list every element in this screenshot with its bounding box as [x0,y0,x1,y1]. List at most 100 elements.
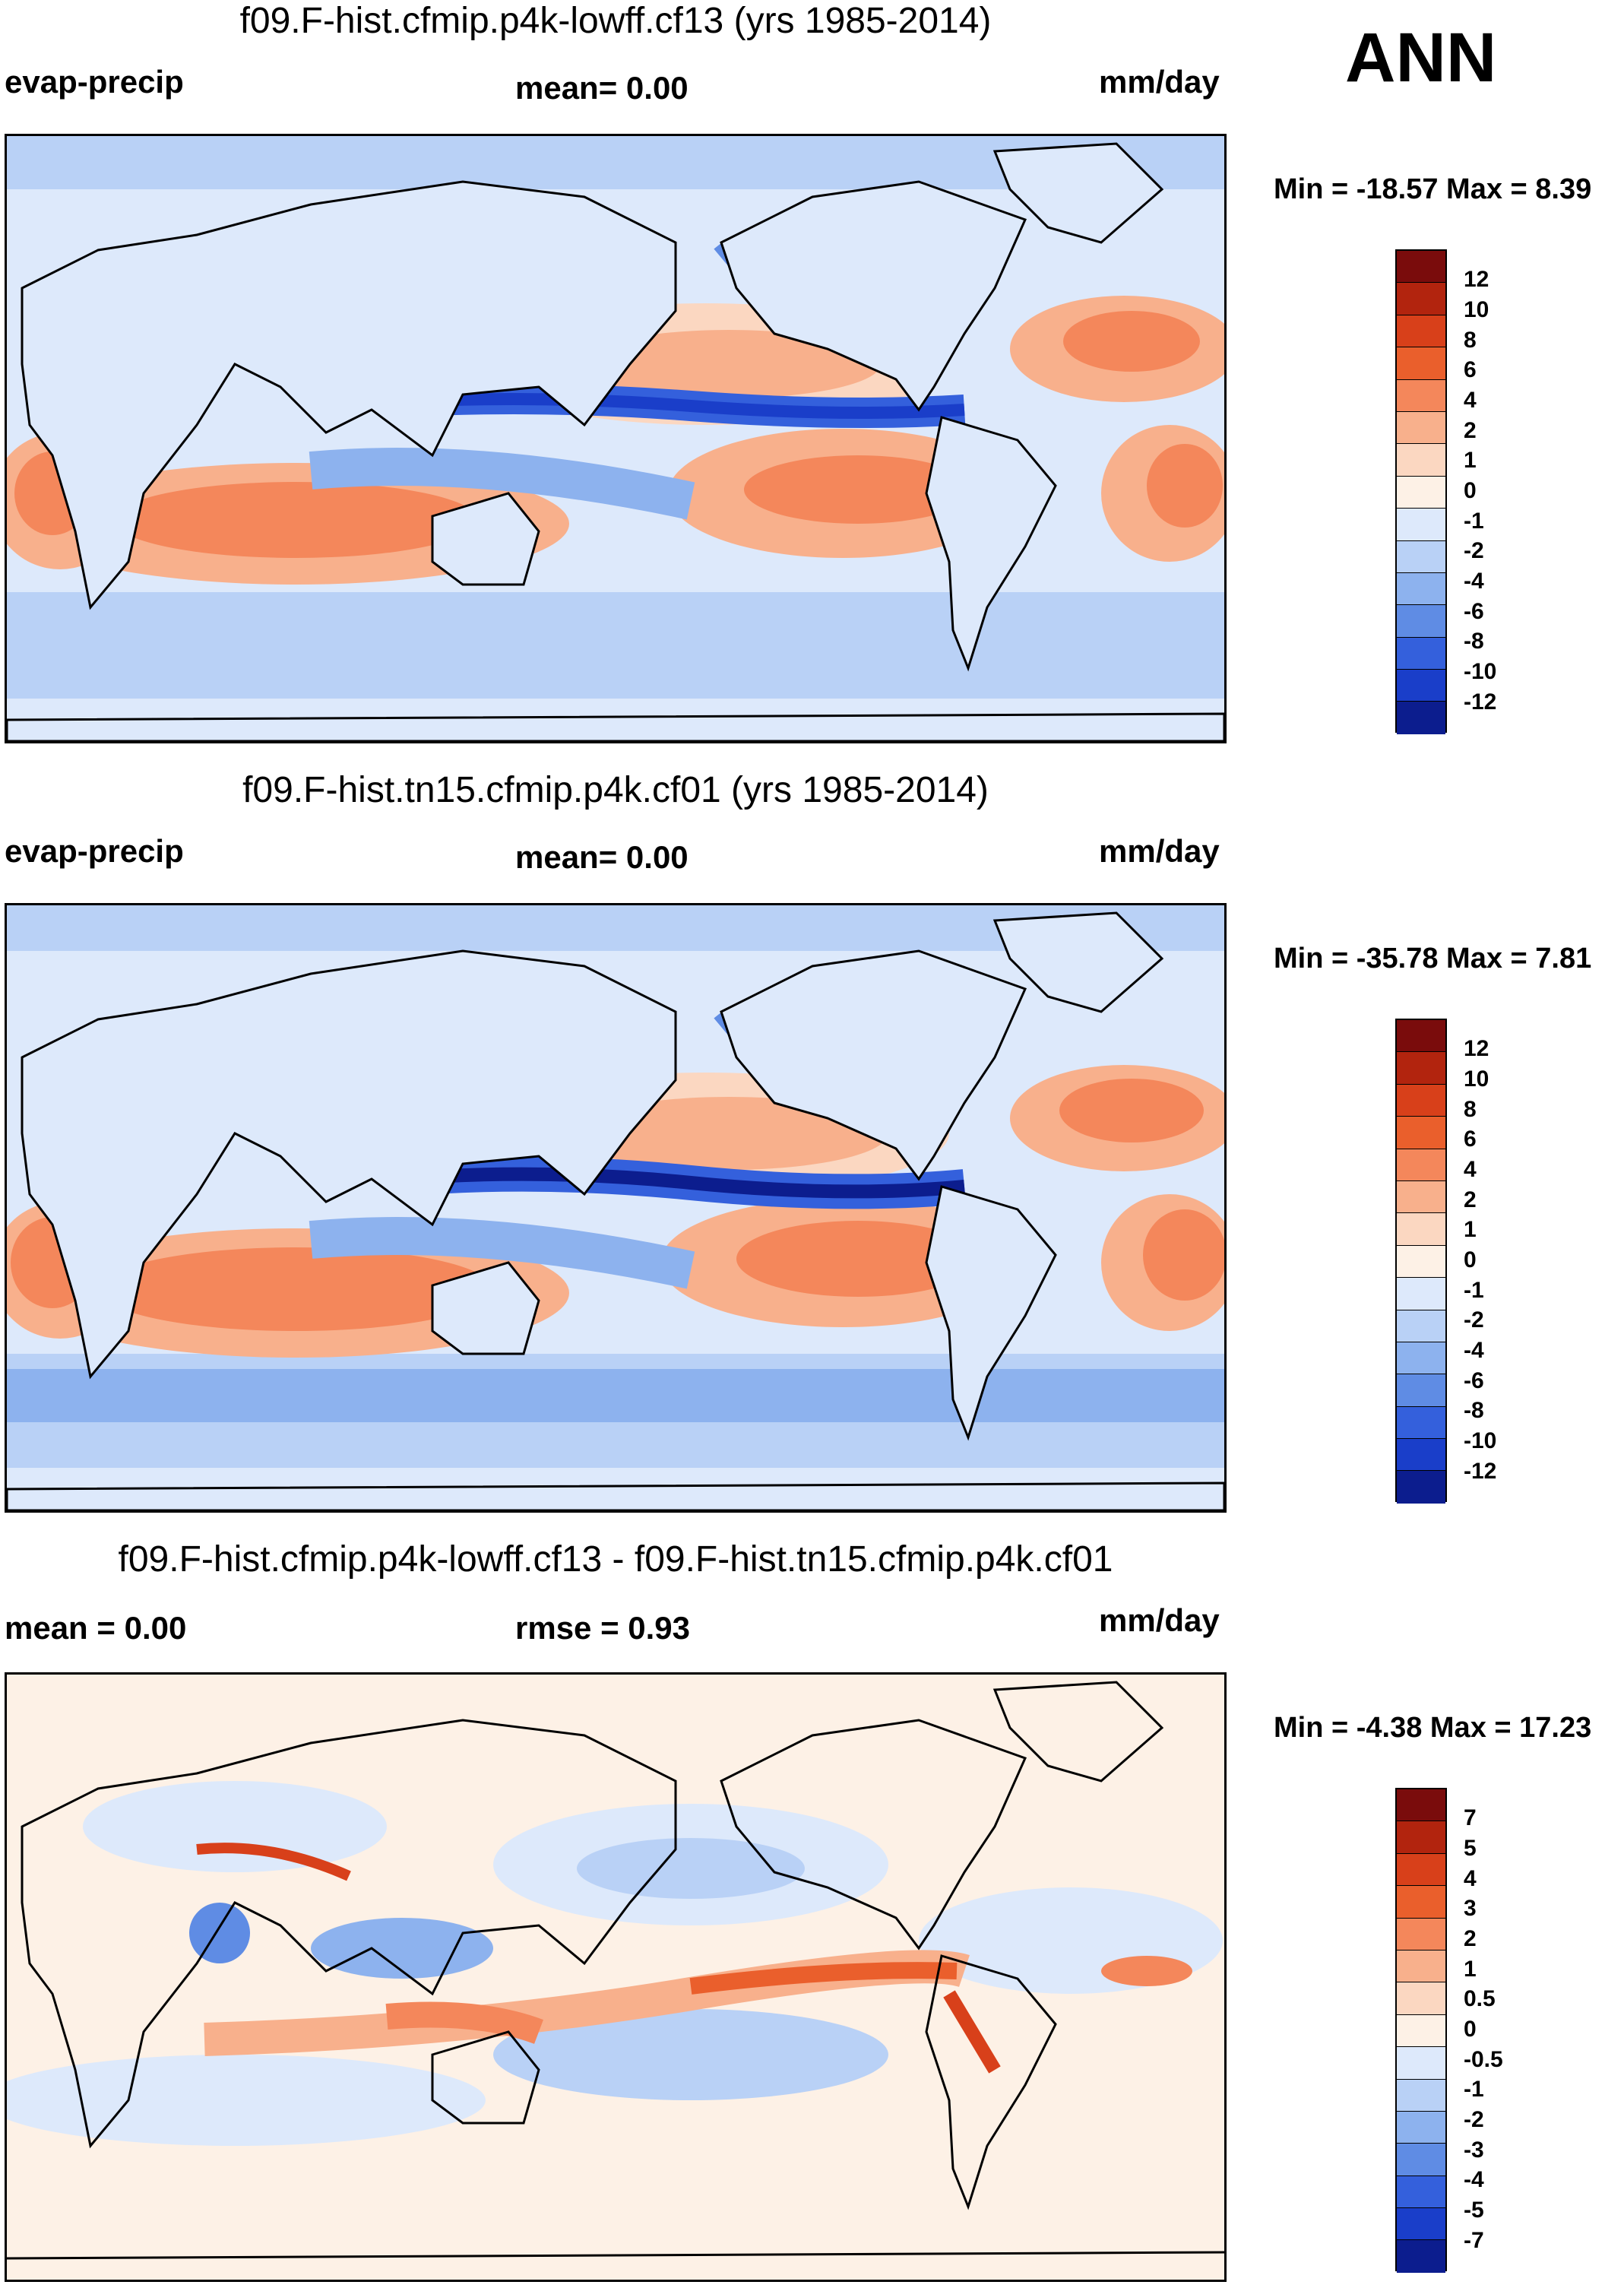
panel3-colorbar-swatch [1397,1789,1445,1822]
colorbar-tick: 6 [1464,1127,1477,1152]
panel3-colorbar-ticks: 7 5 4 3 2 1 0.5 0 -0.5 -1 -2 -3 -4 -5 -7 [1464,1788,1555,2271]
colorbar-tick: -8 [1464,629,1484,654]
panel2-colorbar-swatch [1397,1374,1445,1407]
panel2-colorbar-swatch [1397,1278,1445,1310]
panel1-colorbar-swatch [1397,379,1445,412]
panel3-colorbar-swatch [1397,1886,1445,1919]
colorbar-tick: 2 [1464,1187,1477,1212]
panel3-colorbar-swatch [1397,1853,1445,1887]
panel2-colorbar-swatch [1397,1342,1445,1375]
colorbar-tick: 0 [1464,2017,1477,2042]
panel2-colorbar-swatch [1397,1213,1445,1246]
panel2-colorbar-swatch [1397,1020,1445,1053]
colorbar-tick: -1 [1464,2077,1484,2102]
panel3-colorbar-swatch [1397,2079,1445,2112]
panel3-colorbar-swatch [1397,2208,1445,2241]
colorbar-tick: 1 [1464,1957,1477,1982]
panel3-title: f09.F-hist.cfmip.p4k-lowff.cf13 - f09.F-… [118,1539,1113,1580]
colorbar-tick: 5 [1464,1836,1477,1861]
panel1-colorbar-swatch [1397,702,1445,734]
panel1-colorbar-swatch [1397,476,1445,509]
panel2-colorbar-swatch [1397,1180,1445,1214]
colorbar-tick: 8 [1464,1097,1477,1122]
panel2-colorbar-swatch [1397,1310,1445,1342]
panel1-mean-label: mean= 0.00 [515,70,689,106]
colorbar-tick: -12 [1464,1459,1497,1484]
panel3-colorbar-swatch [1397,2176,1445,2209]
panel1-colorbar [1395,249,1447,734]
panel2-map [5,903,1227,1513]
colorbar-tick: -8 [1464,1398,1484,1423]
panel1-map [5,134,1227,743]
panel2-colorbar-swatch [1397,1052,1445,1085]
panel3-map [5,1672,1227,2282]
panel3-colorbar-swatch [1397,2144,1445,2176]
panel2-mean-label: mean= 0.00 [515,839,689,875]
panel1-units-label: mm/day [1099,64,1220,100]
panel1-colorbar-swatch [1397,251,1445,284]
panel2-colorbar-swatch [1397,1406,1445,1440]
colorbar-tick: -4 [1464,1338,1484,1363]
colorbar-tick: 10 [1464,1066,1489,1092]
colorbar-tick: 6 [1464,357,1477,382]
colorbar-tick: 3 [1464,1896,1477,1921]
colorbar-tick: 4 [1464,1866,1477,1891]
panel2-colorbar-ticks: 12 10 8 6 4 2 1 0 -1 -2 -4 -6 -8 -10 -12 [1464,1019,1555,1502]
panel2-title: f09.F-hist.tn15.cfmip.p4k.cf01 (yrs 1985… [242,770,989,810]
colorbar-tick: -5 [1464,2198,1484,2223]
colorbar-tick: -10 [1464,659,1497,684]
panel1-colorbar-swatch [1397,283,1445,315]
panel1-colorbar-swatch [1397,605,1445,638]
panel3-colorbar-swatch [1397,2111,1445,2144]
panel3-colorbar-swatch [1397,1982,1445,2015]
colorbar-tick: 2 [1464,1926,1477,1951]
colorbar-tick: 1 [1464,1217,1477,1242]
colorbar-tick: -4 [1464,2167,1484,2192]
panel2-variable-label: evap-precip [5,833,184,869]
colorbar-tick: -10 [1464,1428,1497,1453]
panel2-colorbar-swatch [1397,1117,1445,1149]
panel2-colorbar [1395,1019,1447,1504]
panel1-colorbar-swatch [1397,347,1445,380]
colorbar-tick: -1 [1464,509,1484,534]
panel3-colorbar-swatch [1397,1918,1445,1951]
panel1-colorbar-swatch [1397,315,1445,348]
panel1-colorbar-swatch [1397,670,1445,702]
colorbar-tick: -2 [1464,1307,1484,1333]
colorbar-tick: 8 [1464,328,1477,353]
colorbar-tick: 0.5 [1464,1986,1496,2011]
colorbar-tick: -12 [1464,689,1497,715]
panel2-colorbar-swatch [1397,1439,1445,1472]
colorbar-tick: -6 [1464,599,1484,624]
panel3-mean-label: mean = 0.00 [5,1610,187,1646]
colorbar-tick: -2 [1464,2107,1484,2132]
panel1-title: f09.F-hist.cfmip.p4k-lowff.cf13 (yrs 198… [239,1,992,41]
panel2-colorbar-swatch [1397,1471,1445,1504]
colorbar-tick: 12 [1464,1036,1489,1061]
panel1-colorbar-swatch [1397,509,1445,541]
panel3-units-label: mm/day [1099,1602,1220,1638]
colorbar-tick: -7 [1464,2228,1484,2253]
colorbar-tick: 0 [1464,1247,1477,1272]
panel3-colorbar-swatch [1397,2240,1445,2273]
colorbar-tick: 4 [1464,1157,1477,1182]
panel3-colorbar-swatch [1397,1950,1445,1983]
panel1-colorbar-swatch [1397,572,1445,606]
panel3-minmax: Min = -4.38 Max = 17.23 [1274,1712,1592,1744]
colorbar-tick: -6 [1464,1368,1484,1393]
panel1-colorbar-ticks: 12 10 8 6 4 2 1 0 -1 -2 -4 -6 -8 -10 -12 [1464,249,1555,733]
panel2-colorbar-swatch [1397,1149,1445,1181]
panel3-colorbar-swatch [1397,2014,1445,2048]
colorbar-tick: 7 [1464,1805,1477,1830]
panel2-colorbar-swatch [1397,1245,1445,1279]
panel3-rmse-label: rmse = 0.93 [515,1610,691,1646]
panel1-colorbar-swatch [1397,540,1445,573]
colorbar-tick: 0 [1464,478,1477,503]
panel3-colorbar [1395,1788,1447,2273]
panel1-minmax: Min = -18.57 Max = 8.39 [1274,173,1592,205]
panel2-colorbar-swatch [1397,1084,1445,1117]
colorbar-tick: -4 [1464,569,1484,594]
colorbar-tick: -2 [1464,538,1484,563]
panel3-colorbar-swatch [1397,1821,1445,1854]
colorbar-tick: 2 [1464,418,1477,443]
